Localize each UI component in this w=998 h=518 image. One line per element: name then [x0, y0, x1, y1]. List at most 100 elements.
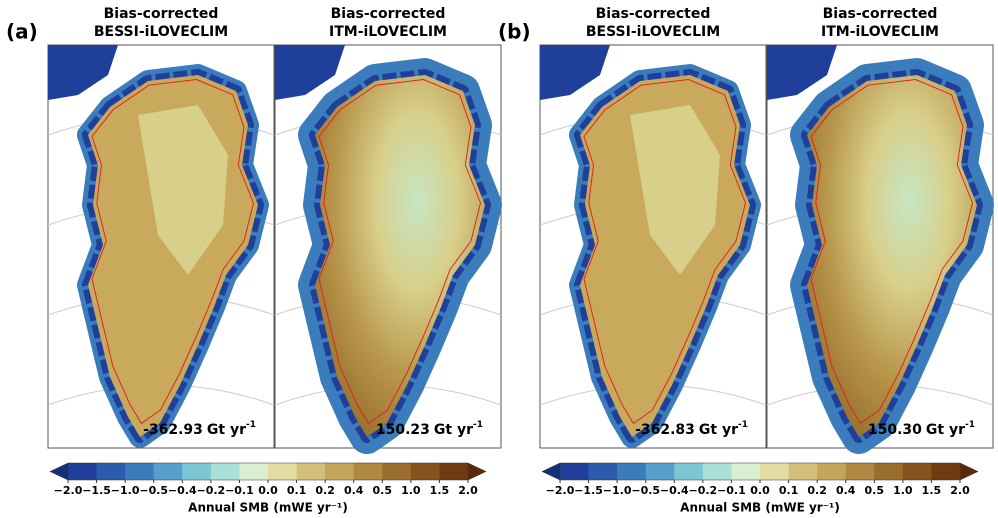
land-patch — [48, 45, 118, 100]
colorbar-segment — [410, 463, 440, 480]
panel: (b)-362.83 Gt yr-1Bias-correctedBESSI-iLO… — [498, 6, 993, 515]
ice-core — [138, 105, 228, 275]
colorbar-tick-label: −1.0 — [603, 484, 632, 497]
colorbar-tick-label: 1.5 — [430, 484, 450, 497]
colorbar-tick-label: 0.1 — [779, 484, 799, 497]
smb-total: -362.93 Gt yr-1 — [143, 420, 256, 439]
smb-unit: Gt yr — [207, 422, 246, 438]
colorbar-tick-label: −0.2 — [197, 484, 226, 497]
colorbar-segment — [325, 463, 355, 480]
colorbar-segment — [902, 463, 932, 480]
colorbar-extend — [541, 462, 561, 481]
colorbar-tick-label: 0.4 — [836, 484, 856, 497]
colorbar-extend — [959, 462, 979, 481]
smb-unit-exp: -1 — [738, 420, 748, 430]
smb-total: -362.83 Gt yr-1 — [635, 420, 748, 439]
smb-total: 150.30 Gt yr-1 — [868, 420, 975, 439]
colorbar-segment — [296, 463, 326, 480]
smb-value: -362.93 — [143, 422, 203, 438]
colorbar-tick-label: 2.0 — [458, 484, 478, 497]
colorbar-tick-label: 1.5 — [922, 484, 942, 497]
colorbar-segment — [588, 463, 618, 480]
colorbar-tick-label: 0.4 — [344, 484, 364, 497]
colorbar-label: Annual SMB (mWE yr⁻¹) — [188, 501, 348, 515]
colorbar-tick-label: 1.0 — [893, 484, 913, 497]
smb-unit: Gt yr — [926, 422, 965, 438]
panel-label: (b) — [498, 20, 531, 44]
colorbar-segment — [382, 463, 412, 480]
colorbar-tick-label: −0.4 — [168, 484, 197, 497]
map-title: BESSI-iLOVECLIM — [586, 24, 720, 40]
colorbar-label: Annual SMB (mWE yr⁻¹) — [680, 501, 840, 515]
colorbar-tick-label: 0.2 — [807, 484, 827, 497]
smb-value: -362.83 — [635, 422, 695, 438]
colorbar-tick-label: 0.1 — [287, 484, 307, 497]
colorbar-segment — [353, 463, 383, 480]
colorbar-segment — [731, 463, 761, 480]
colorbar-segment — [931, 463, 961, 480]
ice-core — [630, 105, 720, 275]
colorbar-segment — [560, 463, 590, 480]
colorbar-tick-label: 0.2 — [315, 484, 335, 497]
colorbar-tick-label: 0.5 — [373, 484, 393, 497]
colorbar-segment — [645, 463, 675, 480]
smb-value: 150.23 — [376, 422, 430, 438]
land-patch — [767, 45, 837, 100]
colorbar-tick-label: −1.5 — [82, 484, 111, 497]
land-patch — [275, 45, 345, 100]
colorbar-segment — [788, 463, 818, 480]
colorbar-segment — [702, 463, 732, 480]
map-title: BESSI-iLOVECLIM — [94, 24, 228, 40]
land-patch — [540, 45, 610, 100]
colorbar-tick-label: −2.0 — [54, 484, 83, 497]
colorbar-tick-label: 2.0 — [950, 484, 970, 497]
colorbar-segment — [210, 463, 240, 480]
colorbar-tick-label: 0.0 — [258, 484, 278, 497]
colorbar-tick-label: −0.1 — [225, 484, 254, 497]
colorbar-tick-label: 1.0 — [401, 484, 421, 497]
map: -362.93 Gt yr-1 — [47, 44, 275, 449]
colorbar-segment — [760, 463, 790, 480]
colorbar-tick-label: 0.0 — [750, 484, 770, 497]
smb-total: 150.23 Gt yr-1 — [376, 420, 483, 439]
map-title: ITM-iLOVECLIM — [821, 24, 939, 40]
colorbar-tick-label: −1.5 — [574, 484, 603, 497]
colorbar-tick-label: −0.4 — [660, 484, 689, 497]
map-title: ITM-iLOVECLIM — [329, 24, 447, 40]
map-title: Bias-corrected — [823, 6, 938, 22]
map: -362.83 Gt yr-1 — [539, 44, 767, 449]
smb-value: 150.30 — [868, 422, 922, 438]
colorbar-tick-label: −0.1 — [717, 484, 746, 497]
colorbar-segment — [674, 463, 704, 480]
colorbar-segment — [617, 463, 647, 480]
colorbar-extend — [49, 462, 69, 481]
colorbar-tick-label: −1.0 — [111, 484, 140, 497]
map-title: Bias-corrected — [104, 6, 219, 22]
colorbar-segment — [845, 463, 875, 480]
colorbar-tick-label: −0.5 — [139, 484, 168, 497]
colorbar-segment — [68, 463, 98, 480]
colorbar-segment — [874, 463, 904, 480]
colorbar-segment — [153, 463, 183, 480]
map: 150.23 Gt yr-1 — [274, 44, 501, 448]
panel-label: (a) — [6, 20, 38, 44]
panel: (a)-362.93 Gt yr-1Bias-correctedBESSI-iLO… — [6, 6, 501, 515]
smb-unit: Gt yr — [699, 422, 738, 438]
colorbar-extend — [467, 462, 487, 481]
smb-unit-exp: -1 — [473, 420, 483, 430]
colorbar-segment — [268, 463, 298, 480]
map: 150.30 Gt yr-1 — [766, 44, 993, 448]
colorbar-segment — [182, 463, 212, 480]
smb-unit-exp: -1 — [965, 420, 975, 430]
colorbar-segment — [125, 463, 155, 480]
map-title: Bias-corrected — [331, 6, 446, 22]
colorbar-segment — [817, 463, 847, 480]
map-title: Bias-corrected — [596, 6, 711, 22]
smb-unit-exp: -1 — [246, 420, 256, 430]
colorbar-segment — [439, 463, 469, 480]
colorbar-segment — [96, 463, 126, 480]
colorbar-segment — [239, 463, 269, 480]
smb-unit: Gt yr — [434, 422, 473, 438]
colorbar-tick-label: −2.0 — [546, 484, 575, 497]
